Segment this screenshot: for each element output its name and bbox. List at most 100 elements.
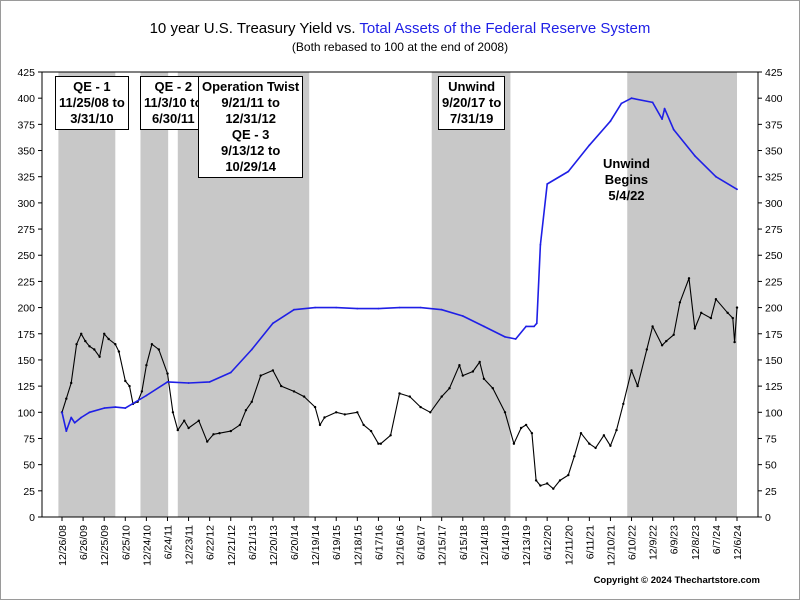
series-point-fed_assets: [250, 348, 253, 351]
chart-subtitle: (Both rebased to 100 at the end of 2008): [291, 40, 509, 54]
x-tick-label: 12/8/23: [690, 525, 702, 560]
y-tick-label-left: 100: [17, 407, 35, 419]
y-tick-label-right: 250: [765, 250, 783, 262]
series-point-treasury: [471, 370, 475, 373]
series-point-treasury: [145, 364, 148, 367]
series-point-treasury: [609, 444, 612, 447]
series-point-treasury: [733, 340, 736, 344]
series-point-treasury: [645, 348, 648, 351]
series-point-treasury: [651, 325, 654, 328]
series-point-treasury: [379, 442, 382, 445]
copyright-text: Copyright © 2024 Thechartstore.com: [593, 575, 760, 586]
series-point-treasury: [482, 377, 486, 380]
y-tick-label-left: 400: [17, 93, 35, 105]
x-tick-label: 6/25/10: [120, 525, 132, 560]
y-tick-label-right: 125: [765, 381, 783, 393]
series-point-treasury: [408, 395, 411, 398]
annotation-line: QE - 2: [154, 79, 193, 94]
series-point-fed_assets: [620, 102, 623, 105]
annotation-line: Operation Twist: [202, 79, 300, 94]
series-point-fed_assets: [124, 407, 127, 409]
series-point-fed_assets: [525, 325, 527, 328]
y-tick-label-right: 425: [765, 67, 783, 79]
shaded-period: [140, 72, 169, 517]
x-tick-label: 6/20/14: [289, 525, 301, 560]
annotation-line: 11/25/08 to: [59, 95, 125, 110]
y-tick-label-right: 350: [765, 146, 783, 158]
series-point-treasury: [539, 484, 542, 487]
series-point-fed_assets: [567, 170, 570, 173]
annotation-line: 7/31/19: [449, 111, 494, 126]
shaded-period: [627, 72, 737, 517]
series-point-treasury: [588, 442, 591, 445]
annotation-line: 9/13/12 to: [221, 143, 281, 158]
series-point-treasury: [271, 369, 275, 372]
series-point-treasury: [124, 379, 127, 383]
series-point-treasury: [369, 429, 373, 433]
series-point-treasury: [157, 348, 160, 351]
annotation-line: Unwind: [448, 79, 496, 94]
annotation-qe2: QE - 2 11/3/10 to 6/30/11: [140, 76, 207, 130]
x-tick-label: 12/10/21: [605, 525, 617, 566]
series-point-treasury: [636, 384, 639, 388]
x-tick-label: 12/26/08: [57, 525, 69, 566]
series-point-treasury: [218, 432, 221, 435]
series-point-treasury: [714, 298, 718, 301]
annotation-qe1: QE - 1 11/25/08 to 3/31/10: [55, 76, 129, 130]
annotation-line: 9/20/17 to: [442, 95, 502, 110]
series-point-treasury: [678, 301, 682, 304]
x-tick-label: 6/24/11: [162, 525, 174, 559]
x-tick-label: 6/16/17: [416, 525, 428, 560]
x-tick-label: 12/9/22: [648, 525, 660, 560]
series-point-treasury: [478, 360, 481, 364]
y-tick-label-right: 375: [765, 119, 783, 131]
series-point-treasury: [398, 392, 401, 395]
series-point-treasury: [622, 402, 625, 406]
series-point-treasury: [429, 411, 432, 414]
x-tick-label: 6/7/24: [711, 525, 723, 554]
series-point-treasury: [519, 426, 523, 430]
y-tick-label-right: 0: [765, 512, 771, 524]
series-point-treasury: [503, 411, 507, 414]
series-point-treasury: [461, 374, 464, 377]
series-point-treasury: [166, 372, 169, 375]
series-point-treasury: [731, 316, 734, 320]
series-point-treasury: [687, 277, 691, 280]
y-tick-label-right: 150: [765, 355, 783, 367]
annotation-unwind: Unwind 9/20/17 to 7/31/19: [438, 76, 506, 130]
y-tick-label-right: 50: [765, 460, 777, 472]
series-point-treasury: [567, 473, 570, 477]
series-point-treasury: [546, 482, 549, 485]
series-point-treasury: [630, 369, 633, 372]
series-point-treasury: [65, 397, 68, 400]
x-tick-label: 12/20/13: [268, 525, 280, 566]
y-tick-label-right: 325: [765, 172, 783, 184]
annotation-line: Unwind: [603, 156, 650, 171]
series-point-treasury: [726, 311, 729, 314]
series-point-fed_assets: [539, 243, 542, 246]
x-tick-label: 12/14/18: [479, 525, 491, 566]
series-point-treasury: [579, 432, 583, 435]
series-point-treasury: [552, 487, 555, 490]
series-point-treasury: [183, 419, 186, 422]
y-tick-label-right: 75: [765, 433, 777, 445]
y-tick-label-left: 75: [23, 433, 35, 445]
series-point-fed_assets: [535, 322, 538, 325]
y-tick-label-left: 325: [17, 172, 35, 184]
x-tick-label: 12/18/15: [352, 525, 364, 566]
x-tick-label: 6/9/23: [669, 525, 681, 554]
series-point-fed_assets: [61, 411, 63, 414]
series-point-treasury: [700, 311, 703, 314]
x-tick-label: 12/19/14: [310, 525, 322, 566]
series-point-treasury: [84, 339, 87, 343]
y-tick-label-left: 0: [29, 512, 35, 524]
series-point-fed_assets: [70, 416, 73, 419]
annotation-line: Begins: [604, 172, 649, 187]
series-point-treasury: [343, 413, 346, 416]
annotation-line: 9/21/11 to: [221, 95, 280, 110]
y-tick-label-left: 25: [23, 486, 35, 498]
series-point-fed_assets: [419, 306, 422, 309]
annotation-line: 5/4/22: [608, 188, 645, 203]
series-point-fed_assets: [693, 154, 696, 157]
x-tick-label: 12/6/24: [732, 525, 744, 560]
